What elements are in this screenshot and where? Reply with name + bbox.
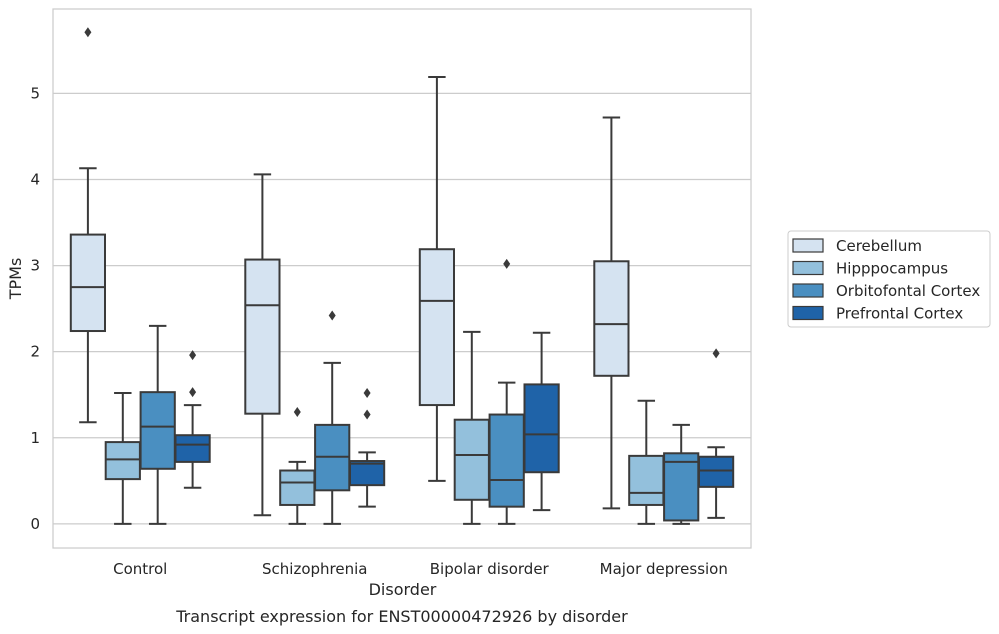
box-body	[593, 260, 630, 377]
x-tick-label: Schizophrenia	[262, 560, 367, 578]
x-axis-ticks: Control Schizophrenia Bipolar disorder Majo…	[113, 560, 728, 578]
box-body	[488, 413, 525, 508]
y-axis-ticks: 0 1 2 3 4 5	[30, 84, 40, 533]
x-axis-label: Disorder	[369, 580, 437, 599]
box-prefrontal-cortex	[697, 348, 735, 519]
box-body	[279, 469, 316, 506]
x-tick-label: Major depression	[600, 560, 728, 578]
outlier-point	[189, 387, 197, 398]
legend-swatch	[792, 238, 824, 253]
legend-label: Prefrontal Cortex	[836, 305, 963, 323]
box-body	[628, 454, 665, 506]
y-tick-label: 1	[30, 429, 40, 447]
box-prefrontal-cortex	[523, 331, 560, 512]
box-cerebellum	[244, 173, 281, 517]
x-tick-label: Bipolar disorder	[430, 560, 550, 578]
y-axis-label: TPMs	[6, 258, 25, 301]
legend: Cerebellum Hipppocampus Orbitofontal Corte…	[787, 230, 991, 328]
outlier-point	[363, 409, 371, 420]
box-hipppocampus	[279, 406, 316, 525]
box-body	[418, 248, 456, 407]
legend-swatch	[792, 305, 824, 321]
outlier-point	[293, 406, 301, 417]
box-body	[453, 418, 490, 501]
legend-label: Cerebellum	[836, 237, 922, 255]
box-orbitofontal-cortex	[663, 423, 700, 525]
box-orbitofontal-cortex	[314, 310, 351, 525]
y-tick-label: 0	[30, 515, 40, 533]
box-body	[697, 455, 735, 488]
x-tick-label: Control	[113, 560, 167, 578]
box-orbitofontal-cortex	[488, 258, 525, 525]
legend-label: Hipppocampus	[836, 260, 948, 278]
outlier-point	[503, 258, 511, 269]
outlier-point	[84, 27, 92, 38]
outlier-point	[712, 348, 720, 359]
box-body	[69, 233, 107, 333]
box-body	[139, 391, 176, 470]
box-orbitofontal-cortex	[139, 324, 176, 525]
plot-area-frame	[52, 8, 752, 549]
legend-swatch	[792, 283, 824, 298]
box-hipppocampus	[628, 399, 665, 525]
box-prefrontal-cortex	[348, 388, 386, 508]
box-hipppocampus	[453, 330, 490, 525]
box-cerebellum	[593, 116, 630, 510]
box-body	[663, 452, 700, 522]
y-tick-label: 2	[30, 343, 40, 361]
outlier-point	[189, 350, 197, 361]
boxes	[69, 27, 735, 525]
box-body	[523, 383, 560, 474]
box-body	[174, 434, 211, 463]
outlier-point	[363, 388, 371, 399]
box-cerebellum	[418, 76, 456, 482]
box-body	[244, 258, 281, 415]
legend-label: Orbitofontal Cortex	[836, 282, 980, 300]
box-cerebellum	[69, 27, 107, 424]
box-body	[348, 460, 386, 487]
box-prefrontal-cortex	[174, 350, 211, 489]
box-body	[104, 441, 141, 481]
figure-caption: Transcript expression for ENST0000047292…	[175, 607, 628, 626]
y-tick-label: 4	[30, 170, 40, 188]
legend-swatch	[792, 260, 824, 276]
y-tick-label: 3	[30, 257, 40, 275]
y-tick-label: 5	[30, 84, 40, 102]
legend-frame	[787, 230, 991, 328]
outlier-point	[328, 310, 336, 321]
box-hipppocampus	[104, 392, 141, 525]
